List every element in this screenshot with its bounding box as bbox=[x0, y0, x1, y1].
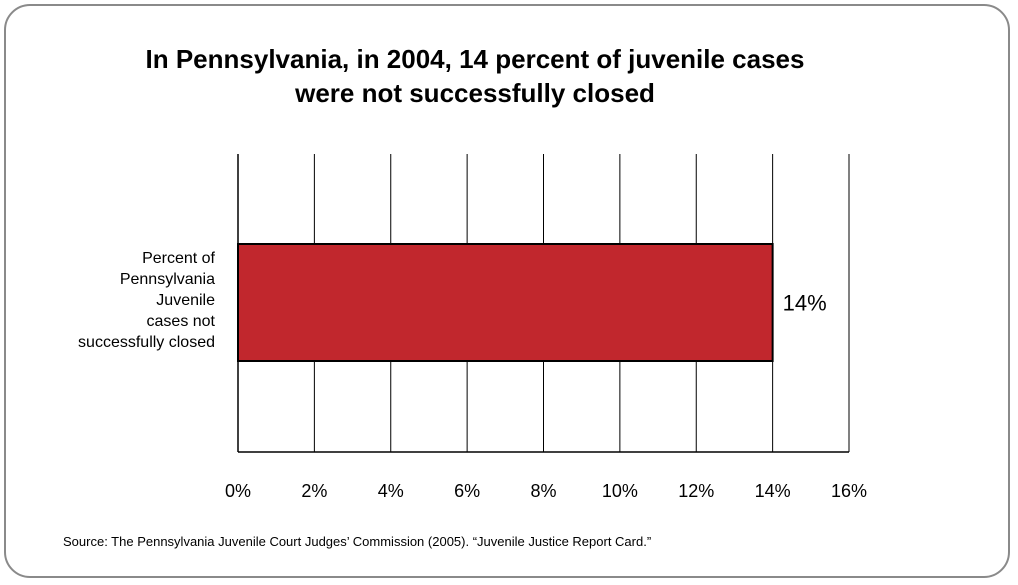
x-tick-label-7: 14% bbox=[755, 481, 791, 501]
category-label-line-2: Pennsylvania bbox=[119, 271, 215, 288]
category-label-line-3: Juvenile bbox=[156, 292, 215, 309]
category-label: Percent of Pennsylvania Juvenile cases n… bbox=[15, 248, 215, 353]
x-tick-label-2: 4% bbox=[378, 481, 404, 501]
bar-0 bbox=[237, 243, 774, 362]
bar-data-label-0: 14% bbox=[783, 291, 827, 316]
x-tick-label-1: 2% bbox=[301, 481, 327, 501]
x-tick-label-3: 6% bbox=[454, 481, 480, 501]
chart-title: In Pennsylvania, in 2004, 14 percent of … bbox=[0, 42, 950, 110]
category-label-line-4: cases not bbox=[146, 313, 215, 330]
chart-title-line-1: In Pennsylvania, in 2004, 14 percent of … bbox=[145, 44, 805, 74]
category-label-line-1: Percent of bbox=[142, 250, 215, 267]
chart-title-line-2: were not successfully closed bbox=[295, 78, 655, 108]
category-label-line-5: successfully closed bbox=[78, 334, 215, 351]
x-tick-label-0: 0% bbox=[225, 481, 251, 501]
x-tick-label-6: 12% bbox=[678, 481, 714, 501]
x-tick-label-5: 10% bbox=[602, 481, 638, 501]
source-note: Source: The Pennsylvania Juvenile Court … bbox=[63, 534, 652, 549]
x-tick-label-4: 8% bbox=[530, 481, 556, 501]
x-tick-label-8: 16% bbox=[831, 481, 867, 501]
